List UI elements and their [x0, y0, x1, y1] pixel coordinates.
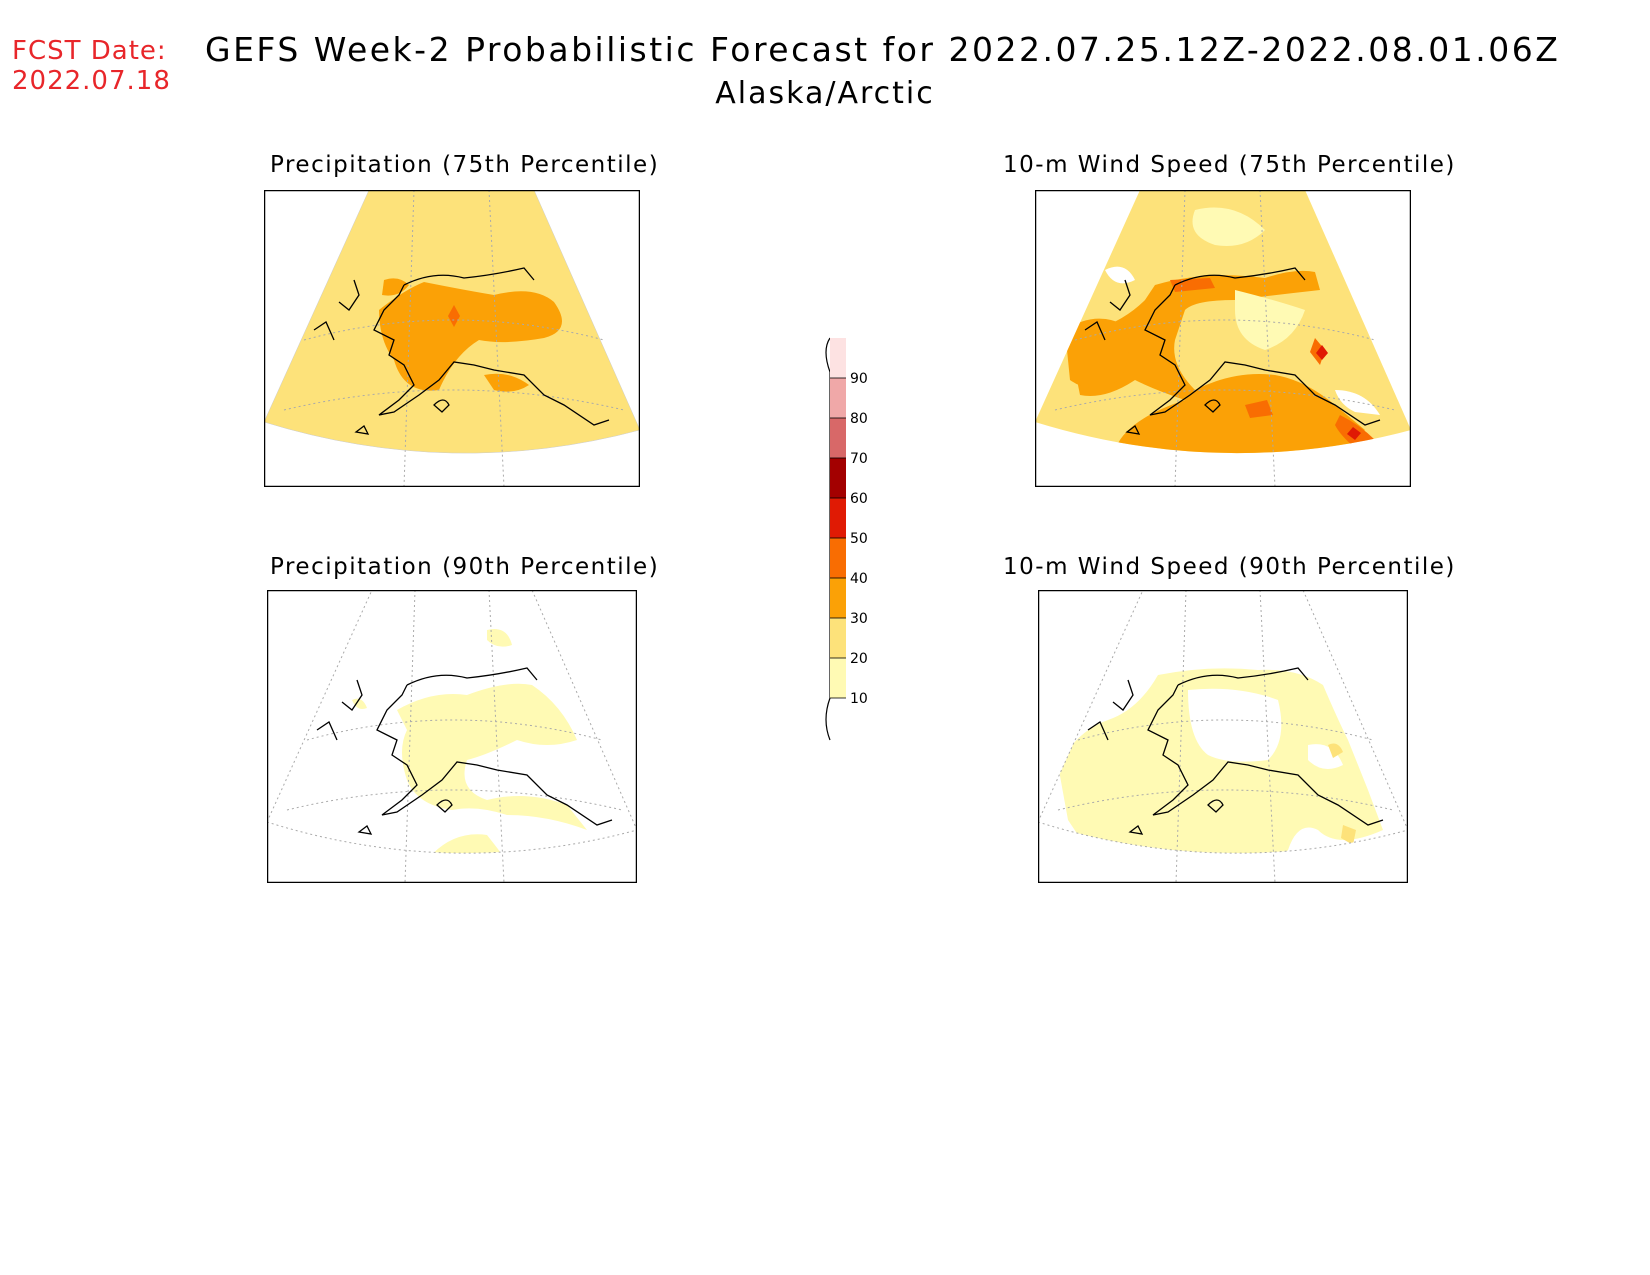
map-panel-precip-90 [267, 590, 637, 883]
panel-frame [267, 590, 637, 883]
colorbar-tick-label: 30 [850, 611, 868, 627]
colorbar-swatch [830, 498, 846, 538]
colorbar-tick-label: 80 [850, 411, 868, 427]
panel-title-wind-90: 10-m Wind Speed (90th Percentile) [1003, 554, 1456, 580]
colorbar-outline [825, 337, 831, 741]
forecast-date-block: FCST Date: 2022.07.18 [12, 36, 171, 96]
colorbar-tick-label: 10 [850, 691, 868, 707]
forecast-date-label: FCST Date: [12, 36, 167, 66]
wind-20-30-region [1341, 825, 1356, 845]
wind-30-40-region [1075, 270, 1365, 454]
alaska-coastline [1087, 667, 1384, 835]
graticule-lines [267, 590, 637, 883]
panel-title-precip-90: Precipitation (90th Percentile) [270, 554, 660, 580]
graticule-lines [1054, 190, 1396, 487]
colorbar-swatch [830, 658, 846, 698]
colorbar-swatch [830, 618, 846, 658]
graticule-lines [283, 190, 625, 487]
colorbar-legend: 10 20 30 40 50 60 70 80 90 [825, 337, 868, 741]
panel-title-wind-75: 10-m Wind Speed (75th Percentile) [1003, 152, 1456, 178]
alaska-coastline [313, 267, 610, 435]
alaska-coastline [316, 667, 613, 835]
map-panel-wind-75 [1035, 190, 1411, 487]
wind-10-20-region [1192, 207, 1265, 246]
colorbar-swatch [830, 458, 846, 498]
panel-frame [1035, 190, 1411, 487]
colorbar-tick-label: 70 [850, 451, 868, 467]
wind-40-50-region [1245, 400, 1273, 418]
colorbar-tick-label: 60 [850, 491, 868, 507]
colorbar-swatch [830, 578, 846, 618]
map-panel-wind-90 [1038, 590, 1408, 883]
panel-frame [264, 190, 640, 487]
precip-10-20-region [397, 683, 587, 830]
graticule-lines [1038, 590, 1408, 883]
colorbar-tick-label: 50 [850, 531, 868, 547]
precip-40-50-region [448, 305, 460, 327]
figure-title: GEFS Week-2 Probabilistic Forecast for 2… [205, 30, 1561, 69]
region-subtitle: Alaska/Arctic [715, 76, 935, 111]
panel-frame [1038, 590, 1408, 883]
colorbar-tick-label: 20 [850, 651, 868, 667]
colorbar-swatch [830, 378, 846, 418]
colorbar-swatch [830, 418, 846, 458]
colorbar-tick-label: 90 [850, 371, 868, 387]
colorbar-swatch [830, 338, 846, 378]
alaska-coastline [1084, 267, 1381, 435]
panel-title-precip-75: Precipitation (75th Percentile) [270, 152, 660, 178]
wind-50-60-region [1316, 345, 1328, 360]
colorbar-swatch [830, 538, 846, 578]
colorbar-tick-label: 40 [850, 571, 868, 587]
precip-30-40-region [379, 282, 562, 391]
forecast-date-value: 2022.07.18 [12, 66, 171, 96]
map-panel-precip-75 [264, 190, 640, 487]
